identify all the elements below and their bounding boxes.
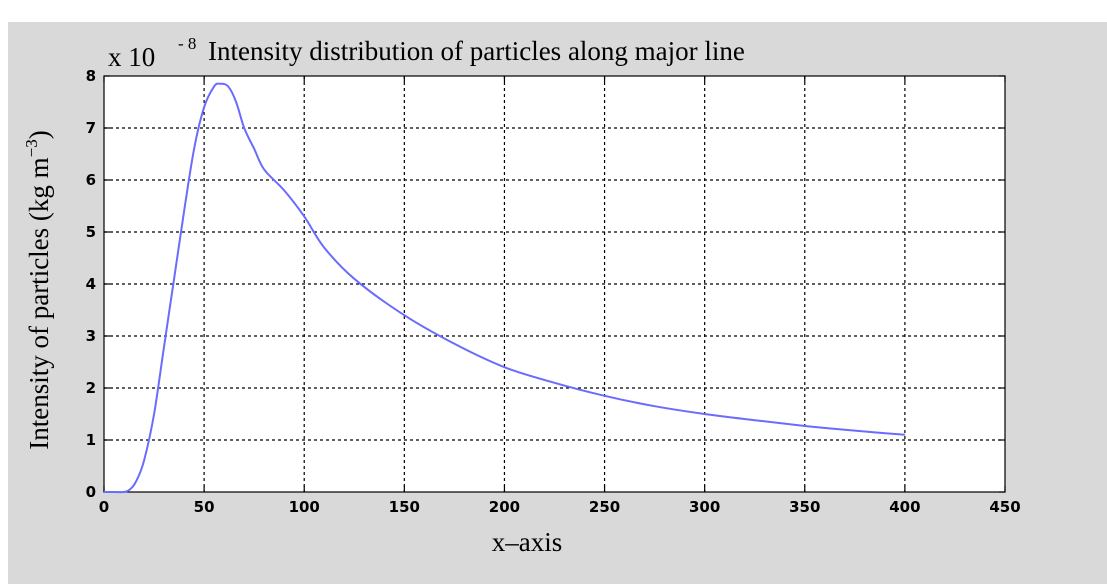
tick-marks (103, 75, 1006, 493)
series-line (103, 82, 905, 494)
y-tick-label: 6 (86, 171, 96, 189)
y-tick-label: 2 (86, 379, 96, 397)
x-tick-label: 100 (289, 498, 320, 516)
exponent-superscript: - 8 (178, 34, 196, 53)
y-axis-label-superscript: −3 (22, 139, 41, 157)
x-tick-label: 350 (789, 498, 820, 516)
x-tick-label: 450 (989, 498, 1020, 516)
x-tick-label: 150 (389, 498, 420, 516)
x-tick-label: 200 (489, 498, 520, 516)
y-tick-label: 1 (86, 431, 96, 449)
y-axis-label: Intensity of particles (kg m−3) (22, 130, 54, 450)
exponent-prefix: x 10 (108, 42, 155, 72)
y-tick-label: 8 (86, 67, 96, 85)
x-tick-label: 250 (589, 498, 620, 516)
y-axis-label-close: ) (24, 130, 54, 139)
x-tick-label: 400 (889, 498, 920, 516)
grid-lines (104, 76, 1005, 492)
series-layer (103, 82, 905, 494)
y-axis-label-main: Intensity of particles (kg m (24, 157, 54, 449)
y-tick-label: 3 (86, 327, 96, 345)
x-tick-label: 300 (689, 498, 720, 516)
x-axis-label: x–axis (492, 527, 563, 557)
x-tick-label: 0 (99, 498, 109, 516)
y-tick-label: 7 (86, 119, 96, 137)
x-tick-labels: 0 50 100 150 200 250 300 350 400 450 (99, 498, 1021, 516)
x-tick-label: 50 (194, 498, 215, 516)
y-tick-label: 0 (86, 483, 96, 501)
chart-title: Intensity distribution of particles alon… (208, 36, 745, 66)
y-tick-labels: 0 1 2 3 4 5 6 7 8 (86, 67, 96, 501)
y-tick-label: 5 (86, 223, 96, 241)
y-tick-label: 4 (86, 275, 96, 293)
